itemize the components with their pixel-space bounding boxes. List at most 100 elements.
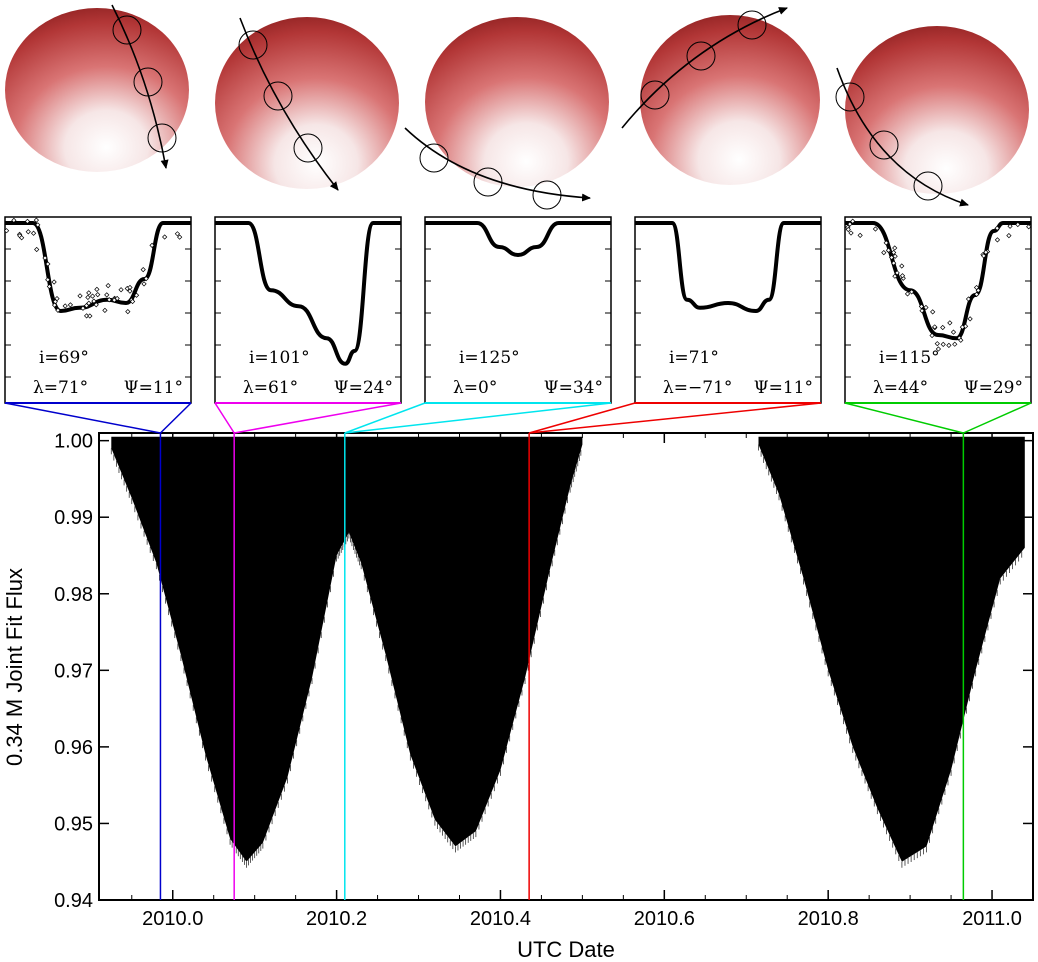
planet-circle [112,15,142,45]
inset-data-point [958,337,964,343]
inset-data-point [891,249,897,256]
inset-data-point [947,320,953,326]
inset-data-point [89,293,96,299]
inset-data-point [86,300,92,306]
inset-lambda: λ=−71° [663,378,732,398]
connector-right [963,402,1032,434]
inset-data-point [3,228,10,234]
inset-frame [844,216,1032,404]
planet-circle [293,133,323,163]
inset-data-point [981,253,987,259]
inset-data-point [881,250,887,256]
x-axis-title: UTC Date [517,937,615,962]
y-tick-label: 0.94 [54,890,93,912]
inset-data-point [857,232,863,238]
y-tick-label: 0.97 [54,660,93,682]
inset-model-curve [214,221,401,366]
x-tick-label: 2010.8 [798,908,859,930]
inset-panel: i=101° λ=61° Ψ=24° [214,216,402,404]
inset-data-point [848,230,854,236]
inset-data-point [946,342,952,349]
star-sphere [5,8,189,172]
inset-panel: i=71° λ=−71° Ψ=11° [634,216,822,404]
transit-path [111,4,169,169]
inset-data-point [34,246,40,253]
inset-data-point [93,302,99,308]
inset-lambda: λ=71° [33,378,88,398]
inset-data-point [118,287,124,293]
light-curve [111,436,1025,862]
inset-data-point [35,222,41,228]
inset-data-point [965,296,972,302]
connector-right [159,402,192,434]
y-tick-label: 0.95 [54,813,93,835]
star-diagram-1 [5,4,189,172]
inset-data-point [967,316,973,322]
connector-left [844,402,964,434]
inset-psi: Ψ=11° [754,378,813,398]
star-diagrams [5,4,1029,210]
main-plot: 2010.0 2010.2 2010.4 2010.6 2010.8 2011.0 1.0… [2,431,1034,962]
star-sphere [215,17,399,189]
inset-data-point [899,263,905,269]
planet-circle [737,10,767,40]
planet-circle [263,81,293,111]
inset-data-point [1006,232,1012,239]
inset-lambda: λ=44° [873,378,928,398]
transit-path [404,127,591,202]
inset-data-point [973,291,980,297]
x-axis-ticks: 2010.0 2010.2 2010.4 2010.6 2010.8 2011.0 [131,433,1034,930]
inset-inclination: i=115° [879,348,940,368]
inset-data-point [919,308,925,314]
inset-data-point [847,221,853,227]
inset-data-point [46,283,53,290]
inset-data-point [19,235,25,241]
inset-data-point [24,218,31,224]
x-tick-label: 2010.2 [306,908,367,930]
inset-data-point [891,260,897,266]
inset-data-point [125,308,131,315]
inset-data-point [51,279,57,285]
inset-data-point [45,277,51,283]
transit-path [836,67,969,207]
inset-data-point [940,324,946,331]
inset-data-point [892,245,898,251]
inset-data-point [95,291,101,298]
inset-data-point [177,234,183,240]
inset-data-point [850,218,856,224]
star-diagram-4 [621,7,820,185]
inset-model-curve [424,221,611,258]
plot-frame [98,432,1034,901]
planet-circle [473,167,503,197]
inset-data-point [935,346,942,352]
inset-model-curve [844,221,1031,341]
inset-data-point [149,242,155,249]
inset-data-point [84,313,90,319]
transit-path [239,17,339,191]
inset-data-point [923,304,929,311]
inset-data-point [54,296,60,302]
inset-data-point [94,286,100,292]
inset-data-point [143,275,149,282]
inset-data-point [959,324,966,330]
y-axis-ticks: 1.00 0.99 0.98 0.97 0.96 0.95 0.94 [54,431,1033,912]
planet-circle [147,123,177,153]
planet-circle [686,41,716,71]
inset-data-point [141,281,147,287]
inset-data-point [80,305,86,311]
inset-data-point [934,341,940,347]
star-sphere [640,15,820,185]
inset-model-curve [634,221,821,314]
y-tick-label: 1.00 [54,431,93,453]
inset-data-point [67,302,74,308]
inset-data-point [1026,224,1032,230]
planet-circle [133,67,163,97]
inset-data-point [111,297,117,303]
inset-data-point [33,217,39,223]
connector-left [344,402,426,434]
inset-data-point [899,273,906,279]
inset-data-point [932,324,938,330]
inset-data-point [42,255,48,261]
inset-data-point [45,261,51,267]
